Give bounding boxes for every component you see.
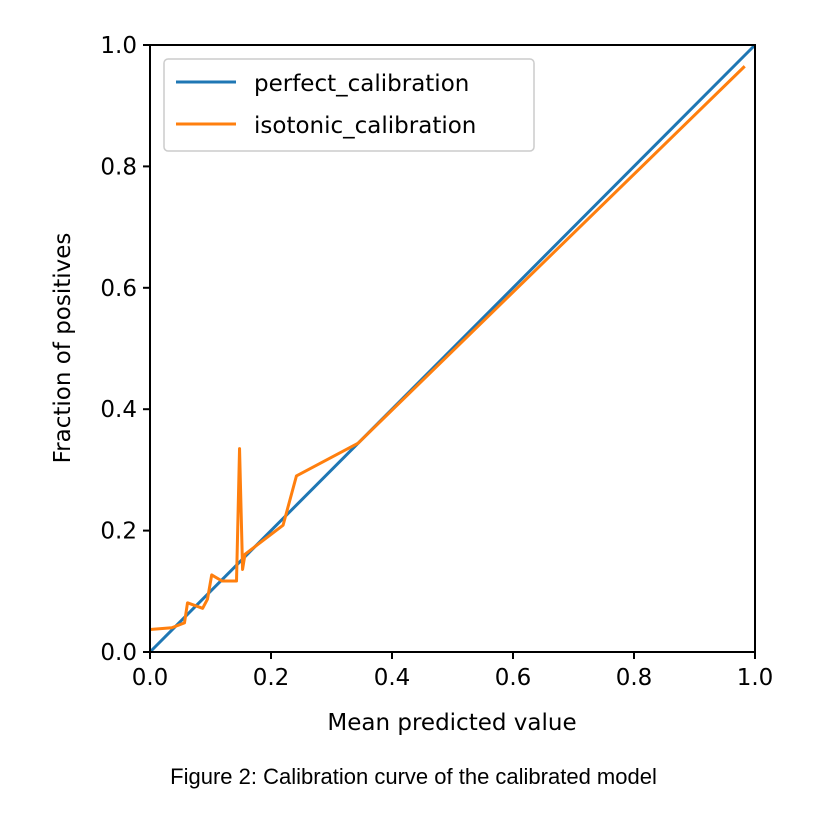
y-tick-label: 1.0 xyxy=(100,33,137,59)
y-tick-label: 0.4 xyxy=(100,397,137,423)
legend-label-isotonic: isotonic_calibration xyxy=(254,113,476,139)
legend: perfect_calibration isotonic_calibration xyxy=(163,58,535,152)
x-tick-label: 0.2 xyxy=(253,665,290,691)
legend-label-perfect: perfect_calibration xyxy=(254,71,469,97)
y-tick-label: 0.0 xyxy=(100,640,137,666)
y-tick-label: 0.6 xyxy=(100,276,137,302)
x-tick-label: 0.6 xyxy=(495,665,532,691)
y-tick-label: 0.8 xyxy=(100,154,137,180)
y-tick-label: 0.2 xyxy=(100,519,137,545)
series-line-isotonic-calibration xyxy=(149,65,746,632)
y-axis-label: Fraction of positives xyxy=(50,233,76,464)
x-tick-label: 0.8 xyxy=(616,665,653,691)
plot-frame xyxy=(149,44,756,653)
x-tick-label: 0.4 xyxy=(374,665,411,691)
x-axis-label: Mean predicted value xyxy=(327,710,576,736)
figure-caption: Figure 2: Calibration curve of the calib… xyxy=(170,764,657,789)
legend-box xyxy=(163,58,535,152)
x-tick-label: 1.0 xyxy=(737,665,774,691)
calibration-chart: 0.0 0.2 0.4 0.6 0.8 1.0 0.0 0.2 0.4 0.6 0.8 1.0 Mea… xyxy=(50,33,774,736)
x-tick-label: 0.0 xyxy=(132,665,169,691)
